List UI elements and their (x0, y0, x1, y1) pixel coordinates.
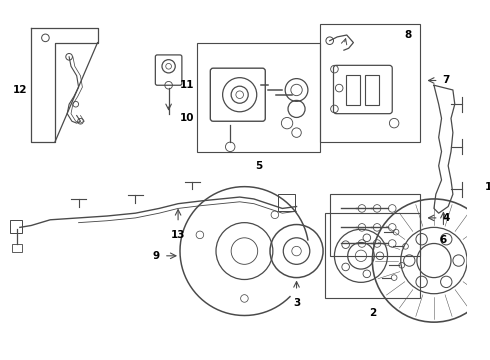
Text: 6: 6 (440, 235, 447, 245)
Text: 11: 11 (180, 80, 195, 90)
Text: 10: 10 (180, 113, 195, 123)
Bar (278, 194, 294, 211)
Bar (346, 75, 360, 105)
Bar (12, 244, 22, 252)
Bar (320, 24, 420, 142)
Text: 13: 13 (171, 230, 185, 240)
Circle shape (441, 276, 452, 288)
Circle shape (342, 241, 349, 248)
Text: 7: 7 (442, 76, 450, 85)
Text: 9: 9 (152, 251, 159, 261)
Circle shape (363, 234, 370, 242)
Text: 5: 5 (255, 161, 262, 171)
Bar (10, 220, 22, 233)
Circle shape (441, 234, 452, 245)
Bar (197, 42, 320, 152)
Circle shape (363, 270, 370, 278)
Circle shape (404, 255, 415, 266)
Circle shape (453, 255, 464, 266)
Text: 8: 8 (405, 30, 412, 40)
Bar (325, 213, 420, 298)
Bar (330, 194, 420, 256)
Circle shape (342, 263, 349, 271)
Text: 4: 4 (442, 213, 450, 223)
Circle shape (416, 234, 427, 245)
Text: 1: 1 (485, 182, 490, 192)
Circle shape (376, 252, 384, 260)
Text: 3: 3 (293, 298, 300, 309)
Circle shape (416, 276, 427, 288)
Bar (365, 75, 379, 105)
Text: 12: 12 (13, 85, 27, 95)
Text: 2: 2 (369, 308, 376, 318)
